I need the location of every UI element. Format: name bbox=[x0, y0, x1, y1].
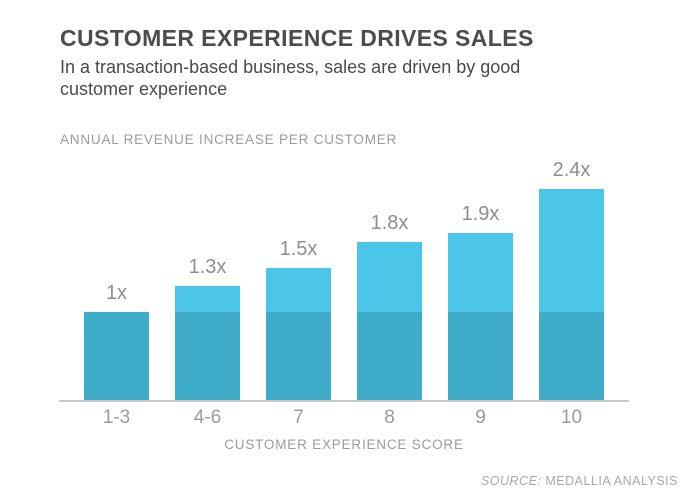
source-prefix: SOURCE: bbox=[480, 474, 542, 488]
x-tick-label: 10 bbox=[560, 407, 583, 428]
page-title: CUSTOMER EXPERIENCE DRIVES SALES bbox=[60, 25, 534, 51]
x-tick-label: 4-6 bbox=[193, 407, 222, 428]
bar-value-label: 1x bbox=[105, 282, 128, 304]
x-tick-label: 1-3 bbox=[102, 407, 131, 428]
source-label: MEDALLIA ANALYSIS bbox=[545, 474, 678, 488]
subtitle-line-1: In a transaction-based business, sales a… bbox=[60, 57, 521, 77]
bar-segment-baseline bbox=[448, 312, 513, 400]
bar-segment-above-baseline bbox=[448, 233, 513, 312]
source-note: SOURCE: MEDALLIA ANALYSIS bbox=[481, 474, 678, 488]
bar-value-label: 1.8x bbox=[370, 212, 409, 234]
chart-title: ANNUAL REVENUE INCREASE PER CUSTOMER bbox=[60, 132, 398, 147]
bar-column: 2.4x 10 bbox=[539, 155, 604, 428]
bar-value-label: 1.9x bbox=[461, 203, 500, 225]
bar-segment-baseline bbox=[539, 312, 604, 400]
x-tick-label: 7 bbox=[293, 407, 304, 428]
bar-column: 1.9x 9 bbox=[448, 155, 513, 428]
bar-column: 1.3x 4-6 bbox=[175, 155, 240, 428]
bar-value-label: 2.4x bbox=[552, 159, 591, 181]
bar-segment-baseline bbox=[266, 312, 331, 400]
subtitle-line-2: customer experience bbox=[60, 79, 228, 99]
bar-segment-above-baseline bbox=[266, 268, 331, 312]
bar-segment-baseline bbox=[175, 312, 240, 400]
bar-segment-baseline bbox=[84, 312, 149, 400]
bar-value-label: 1.3x bbox=[188, 256, 227, 278]
x-axis-line bbox=[59, 400, 629, 402]
bar-column: 1x 1-3 bbox=[84, 155, 149, 428]
bar-column: 1.8x 8 bbox=[357, 155, 422, 428]
x-tick-label: 9 bbox=[475, 407, 486, 428]
bar-segment-baseline bbox=[357, 312, 422, 400]
bar-column: 1.5x 7 bbox=[266, 155, 331, 428]
bar-chart: 1x 1-3 1.3x 4-6 1.5x 7 1.8x 8 1.9x 9 2.4x 10 bbox=[59, 155, 629, 428]
bar-value-label: 1.5x bbox=[279, 238, 318, 260]
x-axis-title: CUSTOMER EXPERIENCE SCORE bbox=[224, 437, 464, 452]
bar-segment-above-baseline bbox=[357, 242, 422, 312]
bar-segment-above-baseline bbox=[539, 189, 604, 312]
page-subtitle: In a transaction-based business, sales a… bbox=[60, 56, 520, 100]
x-tick-label: 8 bbox=[384, 407, 395, 428]
bar-segment-above-baseline bbox=[175, 286, 240, 312]
